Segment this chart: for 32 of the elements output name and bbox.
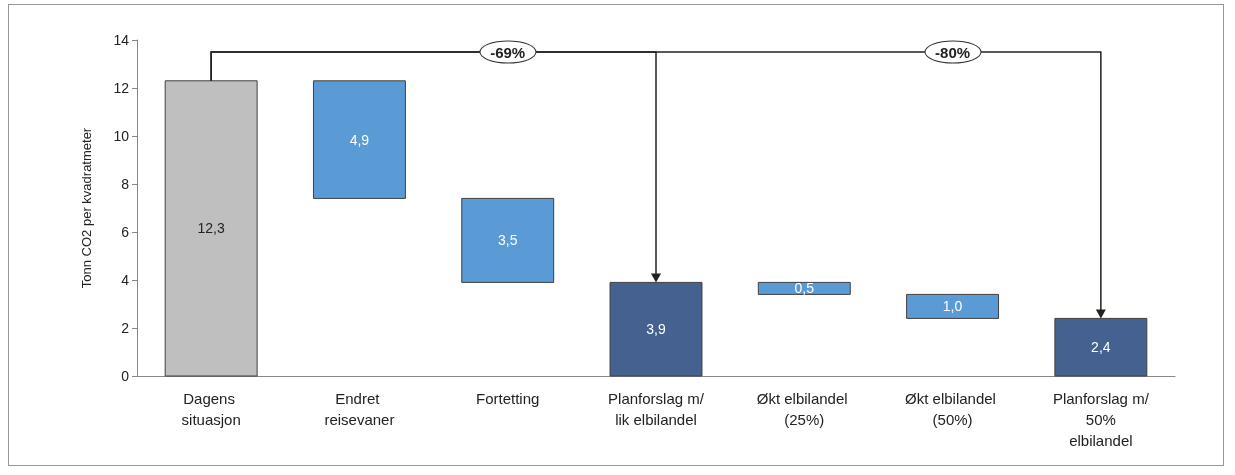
y-tick-label: 4 <box>121 272 130 288</box>
bar <box>609 281 703 377</box>
x-tick-label: Økt elbilandel (50%) <box>905 390 1001 428</box>
data-label: 2,4 <box>1091 339 1111 356</box>
y-tick-label: 14 <box>113 32 130 48</box>
bar <box>757 281 851 295</box>
bar <box>461 197 555 283</box>
data-label: 0,5 <box>794 280 815 297</box>
y-tick-label: 0 <box>121 368 130 384</box>
x-tick-label: Planforslag m/ 50% elbilandel <box>1052 390 1150 449</box>
y-tick-label: 2 <box>121 320 130 336</box>
data-label: 1,0 <box>942 298 963 315</box>
bar <box>164 80 258 377</box>
bar <box>1054 317 1148 377</box>
data-label: 12,3 <box>197 220 225 237</box>
data-label: 3,9 <box>646 321 666 338</box>
x-tick-label: Fortetting <box>476 390 540 407</box>
data-label: 3,5 <box>497 232 518 249</box>
bar <box>906 293 1000 319</box>
y-tick-label: 6 <box>121 224 130 240</box>
y-axis-title: Tonn CO2 per kvadratmeter <box>79 127 94 289</box>
x-tick-label: Planforslag m/lik elbilandel <box>608 390 705 428</box>
y-tick-label: 10 <box>113 128 130 144</box>
data-label: 4,9 <box>349 131 370 148</box>
annotation: -69% <box>479 40 537 64</box>
x-tick-label: Økt elbilandel (25%) <box>756 390 852 428</box>
x-tick-label: Endret reisevaner <box>324 390 395 428</box>
y-tick-label: 12 <box>113 80 130 96</box>
x-tick-label: Dagens situasjon <box>181 390 241 428</box>
bar <box>312 80 406 199</box>
y-tick-label: 8 <box>121 176 130 192</box>
annotation: -80% <box>924 40 982 64</box>
